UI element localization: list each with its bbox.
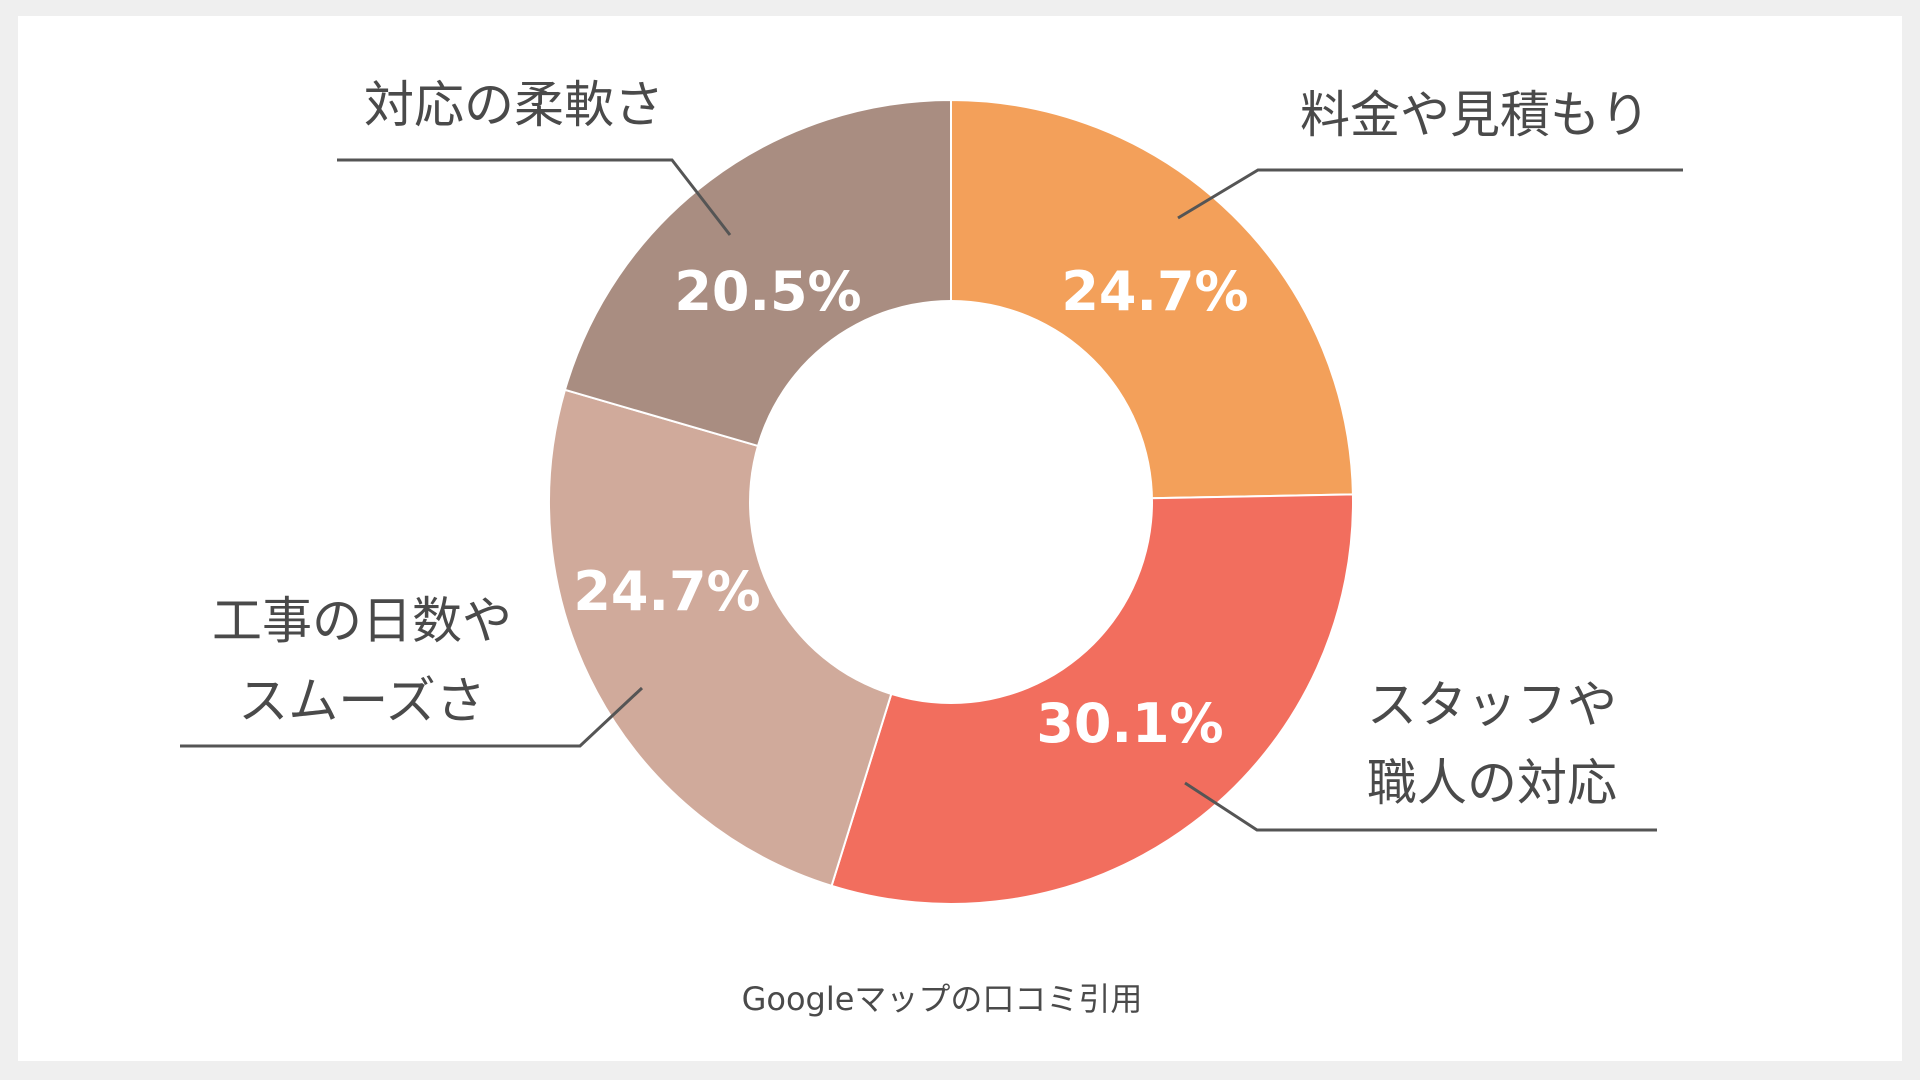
category-label-2-line-1: スタッフや xyxy=(1367,676,1617,734)
leader-line-4 xyxy=(337,158,732,236)
value-label-2: 30.1% xyxy=(1036,692,1223,755)
category-label-4-line-1: 対応の柔軟さ xyxy=(364,76,664,134)
category-label-3-line-1: 工事の日数や xyxy=(212,592,512,650)
category-label-1-line-1: 料金や見積もり xyxy=(1300,86,1650,144)
category-label-3-line-2: スムーズさ xyxy=(238,672,486,730)
value-label-4: 20.5% xyxy=(674,260,861,323)
donut-hole xyxy=(749,300,1153,704)
leader-lines xyxy=(180,158,1683,832)
leader-line-1 xyxy=(1177,168,1683,220)
value-label-3: 24.7% xyxy=(573,560,760,623)
category-label-2-line-2: 職人の対応 xyxy=(1367,754,1617,812)
source-note: Googleマップの口コミ引用 xyxy=(742,980,1143,1018)
value-label-1: 24.7% xyxy=(1061,260,1248,323)
percentage-labels: 24.7% 30.1% 24.7% 20.5% xyxy=(573,260,1248,755)
leader-line-3 xyxy=(180,686,644,748)
leader-line-2 xyxy=(1184,781,1657,832)
